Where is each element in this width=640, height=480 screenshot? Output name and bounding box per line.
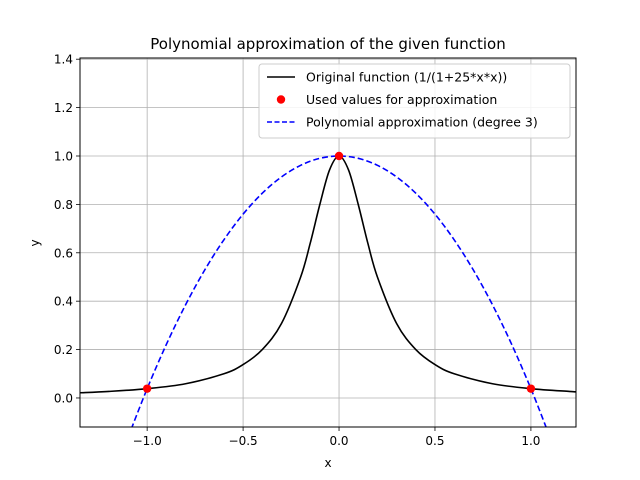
chart-title: Polynomial approximation of the given fu… bbox=[150, 35, 505, 53]
used-value-point bbox=[334, 151, 344, 161]
x-axis: −1.0 −0.5 0.0 0.5 1.0 bbox=[133, 427, 540, 448]
y-tick-label: 0.6 bbox=[54, 246, 73, 260]
x-tick-label: −0.5 bbox=[229, 434, 258, 448]
y-tick-label: 0.2 bbox=[54, 343, 73, 357]
y-tick-label: 0.4 bbox=[54, 295, 73, 309]
plot-frame bbox=[79, 57, 577, 428]
legend-entry-label: Used values for approximation bbox=[306, 92, 497, 107]
y-tick-label: 1.2 bbox=[54, 101, 73, 115]
y-tick-label: 0.8 bbox=[54, 198, 73, 212]
y-tick-label: 0.0 bbox=[54, 391, 73, 405]
used-value-point bbox=[526, 384, 536, 393]
y-tick-label: 1.4 bbox=[54, 53, 73, 67]
x-tick-label: −1.0 bbox=[133, 434, 162, 448]
legend-box bbox=[258, 63, 571, 139]
y-tick-label: 1.0 bbox=[54, 149, 73, 163]
legend-entry-label: Original function (1/(1+25*x*x)) bbox=[306, 70, 507, 85]
legend: Original function (1/(1+25*x*x)) Used val… bbox=[258, 63, 571, 139]
y-axis-label: y bbox=[28, 239, 42, 246]
x-tick-label: 0.5 bbox=[425, 434, 444, 448]
used-value-point bbox=[142, 384, 152, 393]
legend-marker-swatch bbox=[276, 95, 286, 104]
x-tick-label: 1.0 bbox=[521, 434, 540, 448]
x-axis-label: x bbox=[324, 456, 331, 470]
polynomial-approximation-line bbox=[131, 155, 547, 427]
series-layer bbox=[80, 151, 576, 427]
y-axis: 0.0 0.2 0.4 0.6 0.8 1.0 1.2 1.4 bbox=[54, 53, 80, 405]
legend-entry-label: Polynomial approximation (degree 3) bbox=[306, 115, 538, 130]
x-tick-label: 0.0 bbox=[329, 434, 348, 448]
